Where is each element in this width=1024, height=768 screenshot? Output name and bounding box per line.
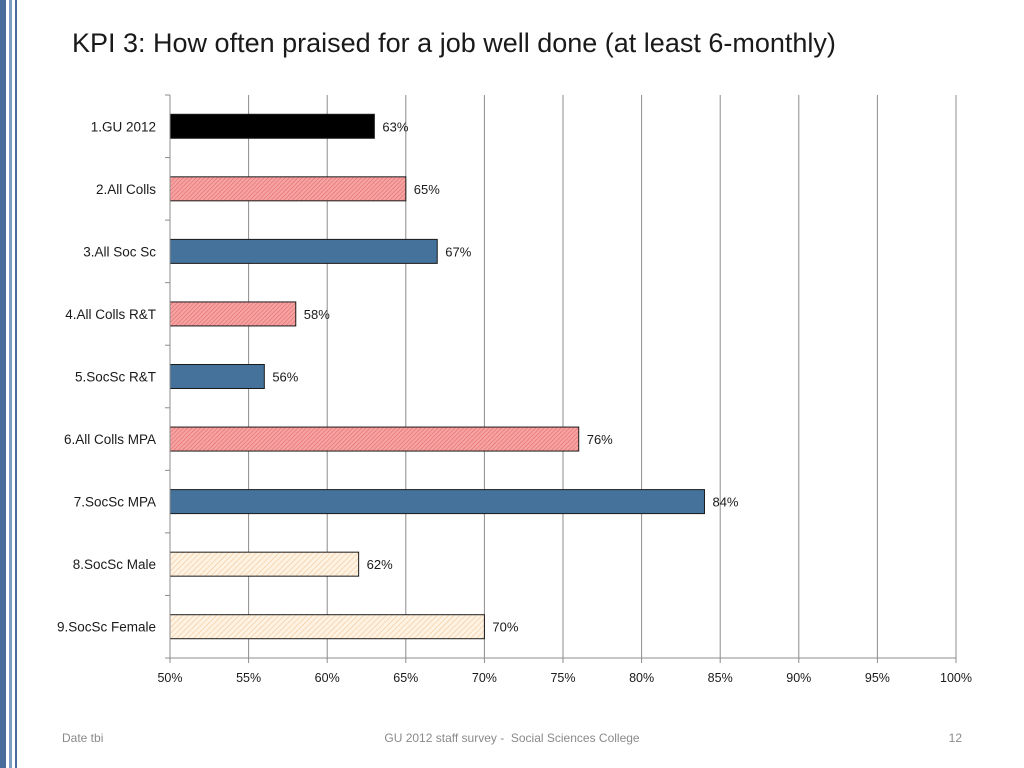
data-label-4: 58% <box>304 307 330 322</box>
category-label-9: 9.SocSc Female <box>57 620 156 635</box>
left-accent-stripe-thin <box>9 0 12 768</box>
bar-6 <box>169 426 580 452</box>
bar-5 <box>169 364 265 389</box>
category-label-5: 5.SocSc R&T <box>75 370 156 385</box>
x-tick-label-95: 95% <box>865 671 890 685</box>
data-label-5: 56% <box>272 370 298 385</box>
x-tick-label-80: 80% <box>629 671 654 685</box>
x-tick-label-75: 75% <box>550 671 575 685</box>
category-label-6: 6.All Colls MPA <box>64 432 156 447</box>
bar-1 <box>169 113 375 139</box>
x-tick-label-50: 50% <box>157 671 182 685</box>
left-accent-stripe <box>0 0 6 768</box>
page-number: 12 <box>948 731 962 745</box>
category-label-2: 2.All Colls <box>96 182 156 197</box>
x-tick-label-60: 60% <box>315 671 340 685</box>
data-label-1: 63% <box>382 119 408 134</box>
bar-9 <box>169 614 485 640</box>
bar-8 <box>169 551 360 577</box>
footer-date: Date tbi <box>62 731 104 745</box>
x-tick-label-90: 90% <box>786 671 811 685</box>
data-label-9: 70% <box>492 620 518 635</box>
slide-title: KPI 3: How often praised for a job well … <box>72 28 836 58</box>
category-label-4: 4.All Colls R&T <box>65 307 156 322</box>
data-label-2: 65% <box>414 182 440 197</box>
x-tick-label-55: 55% <box>236 671 261 685</box>
bar-2 <box>169 176 407 202</box>
category-label-3: 3.All Soc Sc <box>83 244 156 259</box>
data-label-8: 62% <box>367 557 393 572</box>
footer-caption: GU 2012 staff survey - Social Sciences C… <box>384 731 640 745</box>
category-label-1: 1.GU 2012 <box>91 119 156 134</box>
data-label-3: 67% <box>445 244 471 259</box>
data-label-6: 76% <box>587 432 613 447</box>
x-tick-label-65: 65% <box>393 671 418 685</box>
bar-4 <box>169 301 297 327</box>
x-tick-label-85: 85% <box>708 671 733 685</box>
bar-7 <box>169 489 705 515</box>
data-label-7: 84% <box>712 495 738 510</box>
category-label-8: 8.SocSc Male <box>73 557 156 572</box>
category-label-7: 7.SocSc MPA <box>74 495 156 510</box>
bar-3 <box>169 238 438 264</box>
left-accent-stripe-line <box>15 0 17 768</box>
x-tick-label-100: 100% <box>940 671 972 685</box>
x-tick-label-70: 70% <box>472 671 497 685</box>
